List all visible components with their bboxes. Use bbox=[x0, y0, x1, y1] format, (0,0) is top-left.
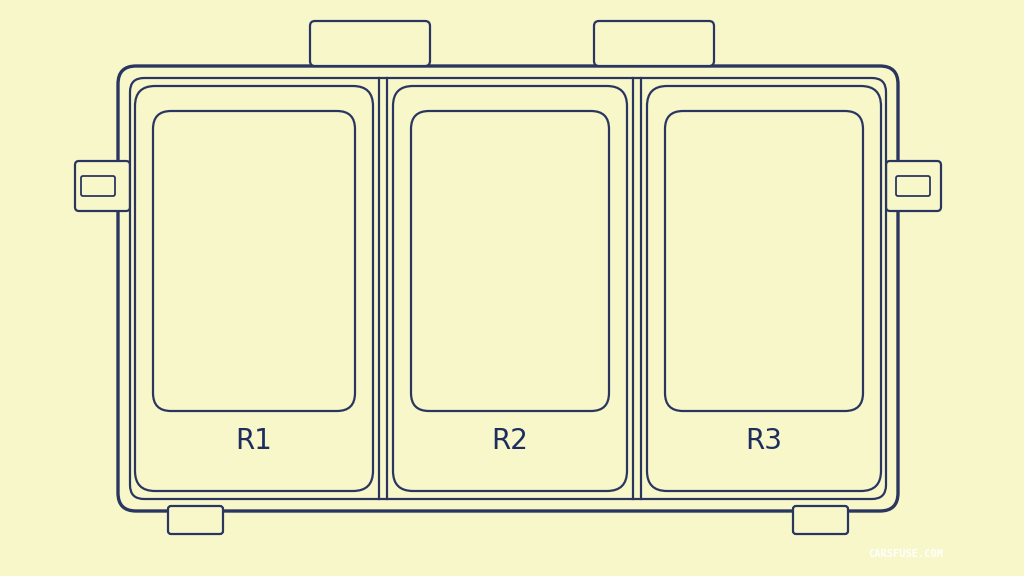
FancyBboxPatch shape bbox=[393, 86, 627, 491]
Text: R2: R2 bbox=[492, 427, 528, 455]
FancyBboxPatch shape bbox=[594, 21, 714, 66]
FancyBboxPatch shape bbox=[168, 506, 223, 534]
FancyBboxPatch shape bbox=[411, 111, 609, 411]
FancyBboxPatch shape bbox=[896, 176, 930, 196]
FancyBboxPatch shape bbox=[118, 66, 898, 511]
FancyBboxPatch shape bbox=[130, 78, 886, 499]
FancyBboxPatch shape bbox=[153, 111, 355, 411]
FancyBboxPatch shape bbox=[886, 161, 941, 211]
Text: R3: R3 bbox=[745, 427, 782, 455]
FancyBboxPatch shape bbox=[81, 176, 115, 196]
FancyBboxPatch shape bbox=[647, 86, 881, 491]
FancyBboxPatch shape bbox=[793, 506, 848, 534]
FancyBboxPatch shape bbox=[75, 161, 130, 211]
FancyBboxPatch shape bbox=[310, 21, 430, 66]
FancyBboxPatch shape bbox=[135, 86, 373, 491]
Text: R1: R1 bbox=[236, 427, 272, 455]
FancyBboxPatch shape bbox=[665, 111, 863, 411]
Text: CARSFUSE.COM: CARSFUSE.COM bbox=[868, 550, 944, 559]
